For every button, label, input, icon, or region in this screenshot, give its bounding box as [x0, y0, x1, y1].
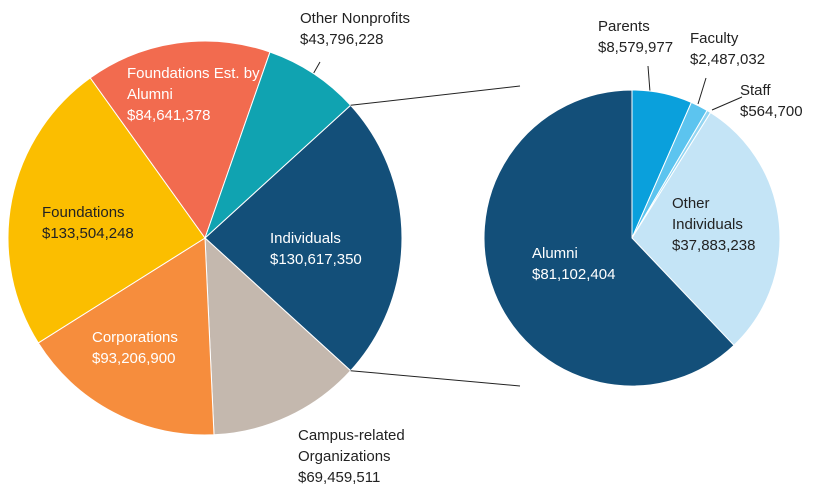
- connector-line: [350, 370, 521, 387]
- slice-value: $2,487,032: [690, 51, 766, 68]
- slice-value: $133,504,248: [42, 225, 134, 242]
- slice-name: Individuals: [270, 230, 341, 247]
- pie-slice: [37, 237, 215, 436]
- slice-label: Parents $8,579,977: [598, 16, 698, 58]
- slice-value: $84,641,378: [127, 107, 211, 124]
- slice-value: $8,579,977: [598, 39, 674, 56]
- leader-line: [647, 65, 651, 93]
- slice-value: $37,883,238: [672, 237, 756, 254]
- slice-name: Faculty: [690, 30, 739, 47]
- connector-line: [350, 85, 521, 106]
- pie-slice: [204, 104, 403, 372]
- slice-value: $93,206,900: [92, 350, 176, 367]
- slice-name: Other Individuals: [672, 195, 743, 233]
- slice-label: Foundations $133,504,248: [42, 202, 182, 244]
- slice-value: $564,700: [740, 103, 803, 120]
- slice-name: Staff: [740, 82, 771, 99]
- slice-value: $69,459,511: [298, 469, 381, 486]
- slice-label: Other Individuals $37,883,238: [672, 193, 782, 256]
- slice-name: Campus-related Organizations: [298, 427, 405, 465]
- slice-value: $130,617,350: [270, 251, 362, 268]
- pie-slice: [89, 40, 271, 240]
- slice-name: Other Nonprofits: [300, 10, 411, 27]
- slice-name: Parents: [598, 18, 650, 35]
- slice-name: Alumni: [532, 245, 578, 262]
- slice-label: Campus-related Organizations $69,459,511: [298, 425, 448, 488]
- slice-label: Other Nonprofits $43,796,228: [300, 8, 460, 50]
- slice-label: Individuals $130,617,350: [270, 228, 410, 270]
- slice-name: Foundations: [42, 204, 125, 221]
- pie-slice: [204, 51, 352, 239]
- slice-value: $81,102,404: [532, 266, 616, 283]
- leader-line: [697, 77, 707, 105]
- slice-label: Foundations Est. by Alumni $84,641,378: [127, 63, 262, 126]
- slice-label: Corporations $93,206,900: [92, 327, 232, 369]
- leader-line: [711, 96, 743, 111]
- slice-label: Staff $564,700: [740, 80, 830, 122]
- slice-label: Alumni $81,102,404: [532, 243, 652, 285]
- slice-name: Corporations: [92, 329, 178, 346]
- pie-slice: [631, 111, 781, 347]
- pie-slice: [204, 236, 352, 436]
- pie-slice: [483, 89, 735, 387]
- pie-slice: [7, 77, 206, 344]
- slice-value: $43,796,228: [300, 31, 384, 48]
- slice-label: Faculty $2,487,032: [690, 28, 790, 70]
- slice-name: Foundations Est. by Alumni: [127, 65, 260, 103]
